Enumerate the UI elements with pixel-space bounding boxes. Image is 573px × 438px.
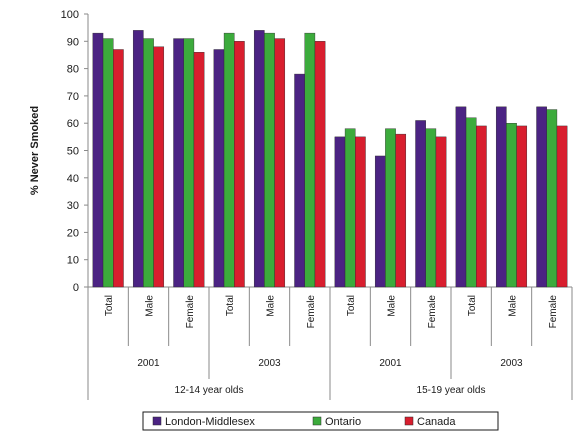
bar-ontario — [143, 38, 154, 288]
bar-london-middlesex — [132, 30, 144, 288]
bar-london-middlesex — [536, 106, 547, 288]
category-label: Total — [467, 295, 478, 316]
y-axis-label: % Never Smoked — [29, 106, 41, 195]
bar-ontario — [264, 32, 275, 288]
category-label: Male — [508, 295, 519, 317]
bar-canada — [355, 136, 366, 288]
bar-canada — [395, 133, 407, 288]
bar-london-middlesex — [253, 30, 265, 288]
bar-ontario — [102, 38, 114, 288]
y-tick-label: 60 — [67, 118, 79, 130]
year-label: 2001 — [137, 358, 160, 369]
y-tick-label: 0 — [73, 282, 79, 294]
legend-swatch — [404, 416, 414, 426]
bar-canada — [193, 52, 205, 288]
bar-canada — [556, 125, 568, 288]
bar-canada — [153, 46, 165, 288]
category-label: Female — [427, 295, 438, 329]
bar-ontario — [304, 32, 316, 288]
bar-ontario — [465, 117, 477, 288]
bar-ontario — [385, 128, 396, 288]
bar-london-middlesex — [495, 106, 507, 288]
bar-canada — [234, 41, 245, 288]
legend-swatch — [312, 416, 322, 426]
legend-swatch — [152, 416, 162, 426]
y-tick-label: 40 — [67, 173, 79, 185]
bar-ontario — [223, 32, 235, 288]
bar-london-middlesex — [92, 32, 104, 288]
bar-london-middlesex — [415, 120, 426, 288]
year-label: 2001 — [379, 358, 402, 369]
y-tick-label: 50 — [67, 146, 79, 158]
bar-ontario — [425, 128, 437, 288]
axes — [84, 13, 573, 400]
bar-london-middlesex — [334, 136, 346, 288]
category-label: Male — [145, 295, 156, 317]
category-label: Total — [346, 295, 357, 316]
age-group-label: 15-19 year olds — [417, 385, 486, 396]
y-tick-label: 90 — [67, 36, 79, 48]
bar-ontario — [546, 109, 558, 288]
legend-label: Canada — [417, 416, 456, 428]
bar-london-middlesex — [213, 49, 225, 288]
bar-canada — [274, 38, 286, 288]
bar-canada — [516, 125, 528, 288]
year-label: 2003 — [500, 358, 523, 369]
legend-label: Ontario — [325, 416, 361, 428]
y-tick-label: 80 — [67, 64, 79, 76]
y-tick-label: 70 — [67, 91, 79, 103]
category-label: Male — [387, 295, 398, 317]
bar-canada — [476, 125, 487, 288]
bar-london-middlesex — [173, 38, 184, 288]
year-label: 2003 — [258, 358, 281, 369]
bar-london-middlesex — [294, 73, 305, 288]
legend: London-Middlesex Ontario Canada — [142, 411, 499, 431]
category-label: Female — [185, 295, 196, 329]
y-tick-label: 10 — [67, 255, 79, 267]
age-group-label: 12-14 year olds — [175, 385, 244, 396]
y-tick-label: 100 — [61, 9, 79, 21]
bar-london-middlesex — [455, 106, 467, 288]
bar-canada — [113, 49, 124, 288]
bar-canada — [314, 41, 326, 288]
legend-label: London-Middlesex — [165, 416, 255, 428]
bar-ontario — [344, 128, 356, 288]
bar-london-middlesex — [374, 155, 386, 288]
category-label: Female — [548, 295, 559, 329]
bar-ontario — [506, 122, 517, 288]
category-label: Total — [104, 295, 115, 316]
bar-ontario — [183, 38, 195, 288]
labels: 0 10 20 30 40 50 60 70 80 90 100 % Never Smoked Tota… — [29, 9, 559, 396]
y-tick-label: 20 — [67, 227, 79, 239]
category-label: Female — [306, 295, 317, 329]
category-label: Total — [225, 295, 236, 316]
bars — [92, 30, 568, 288]
bar-canada — [435, 136, 447, 288]
category-label: Male — [266, 295, 277, 317]
y-tick-label: 30 — [67, 200, 79, 212]
